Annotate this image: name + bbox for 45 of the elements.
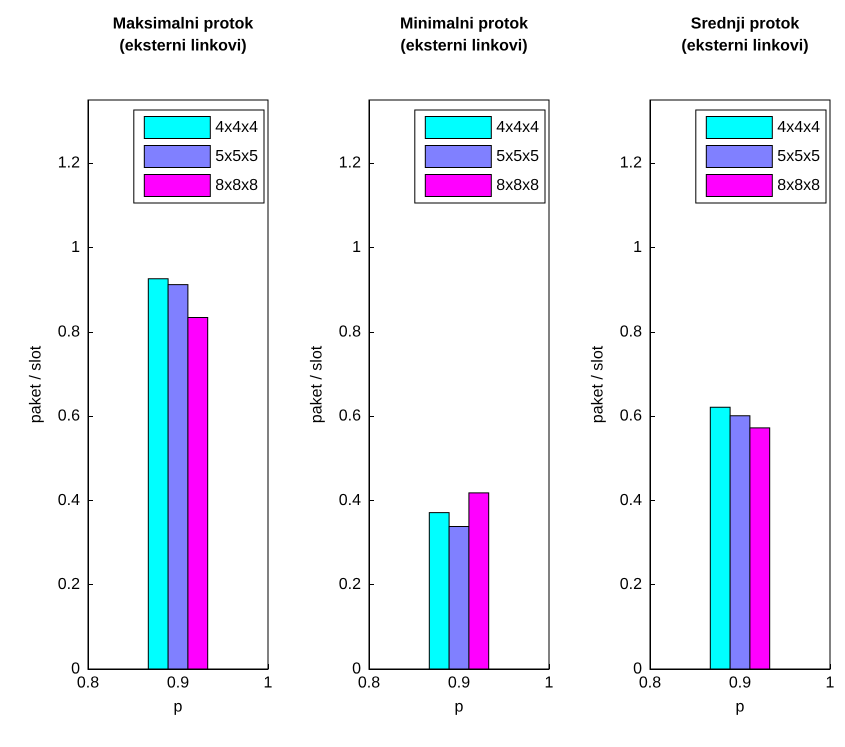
y-tick-label: 0 [352,660,362,678]
chart-title: Srednji protok (eksterni linkovi) [681,16,809,54]
legend-label: 8x8x8 [496,177,540,194]
y-tick-label: 0.4 [338,492,362,509]
x-tick-label: 1 [826,674,835,692]
y-tick-label: 1.2 [338,154,362,172]
y-tick-label: 0.2 [58,576,80,594]
y-tick-label: 1 [71,239,80,256]
y-tick-label: 0.6 [620,408,642,425]
legend-label: 5x5x5 [777,148,820,165]
y-axis-title: paket / slot [28,345,44,424]
y-tick-label: 0 [633,660,642,678]
legend-label: 5x5x5 [496,148,540,165]
y-tick-label: 0.4 [58,492,80,509]
y-tick-label: 0.2 [620,576,642,594]
y-tick-label: 0.6 [58,408,80,425]
y-axis-title: paket / slot [590,345,606,424]
y-tick-label: 0.4 [620,492,642,509]
y-tick-label: 1.2 [620,154,642,172]
x-tick-label: 0.9 [728,674,752,692]
x-tick-label: 0.9 [448,674,470,692]
y-tick-label: 0 [71,660,80,678]
legend-label: 8x8x8 [215,177,258,194]
x-axis-title: p [174,698,183,716]
x-tick-label: 0.9 [166,674,190,692]
y-axis-title: paket / slot [308,345,326,424]
x-tick-label: 1 [264,674,273,692]
y-tick-label: 1.2 [58,154,80,172]
legend-label: 4x4x4 [496,119,540,136]
legend-label: 8x8x8 [777,177,820,194]
y-tick-label: 0.2 [338,576,362,594]
y-tick-label: 0.8 [620,323,642,340]
y-tick-label: 0.8 [338,323,362,340]
y-tick-label: 0.8 [58,323,80,340]
y-tick-label: 1 [633,239,642,256]
x-axis-title: p [454,698,464,716]
y-tick-label: 0.6 [338,408,362,425]
legend-label: 4x4x4 [215,119,258,136]
y-tick-label: 1 [352,239,362,256]
x-axis-title: p [736,698,745,716]
chart-title: Minimalni protok (eksterni linkovi) [400,16,528,54]
legend-label: 4x4x4 [777,119,820,136]
chart-title: Maksimalni protok (eksterni linkovi) [112,16,254,54]
legend-label: 5x5x5 [215,148,258,165]
x-tick-label: 1 [544,674,554,692]
